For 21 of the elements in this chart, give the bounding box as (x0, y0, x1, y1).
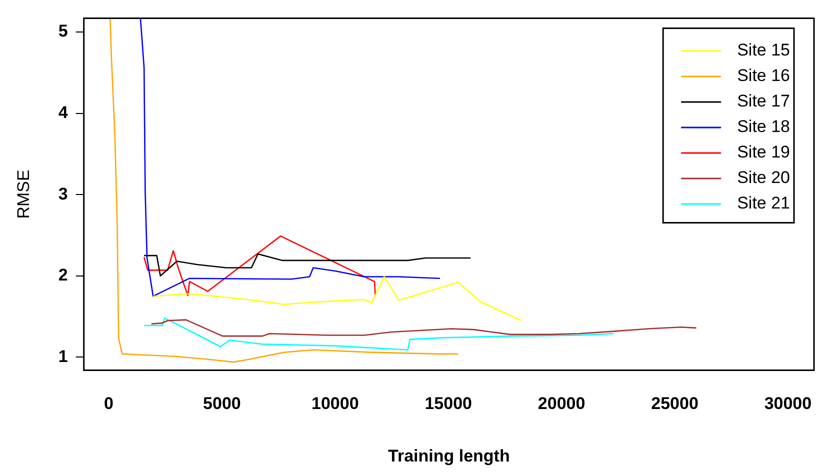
y-tick-label: 2 (58, 266, 68, 285)
legend-label: Site 15 (737, 40, 790, 60)
x-tick-label: 15000 (424, 394, 472, 414)
x-tick-label: 0 (104, 394, 114, 414)
legend-label: Site 19 (737, 142, 790, 162)
legend-label: Site 16 (737, 66, 790, 86)
x-axis-title: Training length (388, 446, 510, 466)
legend-label: Site 17 (737, 92, 790, 111)
x-tick-label: 5000 (203, 394, 241, 414)
legend-label: Site 21 (737, 194, 790, 213)
y-tick-label: 1 (58, 346, 68, 366)
y-axis-title: RMSE (14, 170, 33, 219)
y-tick-label: 3 (58, 184, 68, 204)
y-tick-label: 5 (58, 22, 68, 41)
x-tick-label: 25000 (651, 394, 698, 414)
legend-label: Site 18 (737, 117, 790, 136)
y-tick-label: 4 (58, 103, 68, 122)
x-tick-label: 30000 (764, 394, 812, 414)
x-tick-label: 10000 (312, 394, 359, 414)
x-tick-label: 20000 (538, 394, 586, 414)
legend-label: Site 20 (737, 168, 790, 188)
